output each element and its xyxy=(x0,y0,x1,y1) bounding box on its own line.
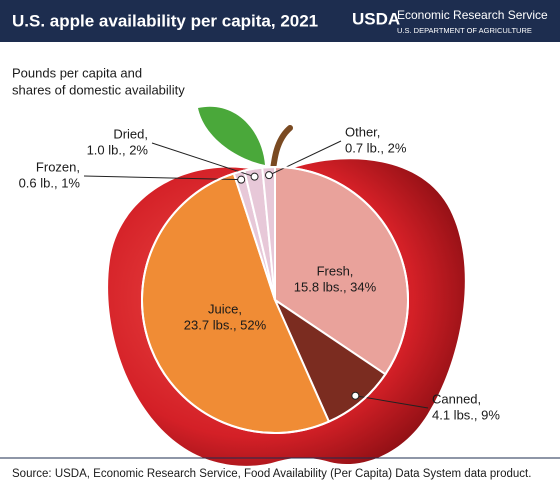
slice-label: Canned, xyxy=(432,391,481,406)
header-band xyxy=(0,0,560,42)
slice-label: Other, xyxy=(345,124,380,139)
apple-leaf xyxy=(198,106,265,165)
value-label: 4.1 lbs., 9% xyxy=(432,407,500,422)
department: U.S. DEPARTMENT OF AGRICULTURE xyxy=(397,26,532,35)
leader-line xyxy=(268,140,342,176)
slice-label: Juice, xyxy=(208,301,242,316)
leader-line xyxy=(83,175,242,181)
subtitle: Pounds per capita and xyxy=(12,65,142,80)
pie-rim xyxy=(141,166,409,434)
pie: Fresh,15.8 lbs., 34% Canned,4.1 lbs., 9% J… xyxy=(19,124,500,434)
slice-label: Frozen, xyxy=(36,159,80,174)
leader-dot xyxy=(237,175,246,184)
agency: Economic Research Service xyxy=(397,8,548,22)
value-label: 1.0 lb., 2% xyxy=(87,142,149,157)
leader-dot xyxy=(351,391,360,400)
chart-title: U.S. apple availability per capita, 2021 xyxy=(12,11,318,30)
slice-label: Dried, xyxy=(113,126,148,141)
leader-dot xyxy=(250,172,259,181)
value-label: 15.8 lbs., 34% xyxy=(294,279,377,294)
subtitle: shares of domestic availability xyxy=(12,82,185,97)
value-label: 0.7 lb., 2% xyxy=(345,140,407,155)
source: Source: USDA, Economic Research Service,… xyxy=(12,468,531,480)
value-label: 23.7 lbs., 52% xyxy=(184,317,267,332)
logo: USDA xyxy=(352,9,400,28)
slice-label: Fresh, xyxy=(317,263,354,278)
value-label: 0.6 lb., 1% xyxy=(19,175,81,190)
leader-line xyxy=(151,142,255,178)
leader-dot xyxy=(265,171,274,180)
leader-line xyxy=(355,395,429,409)
